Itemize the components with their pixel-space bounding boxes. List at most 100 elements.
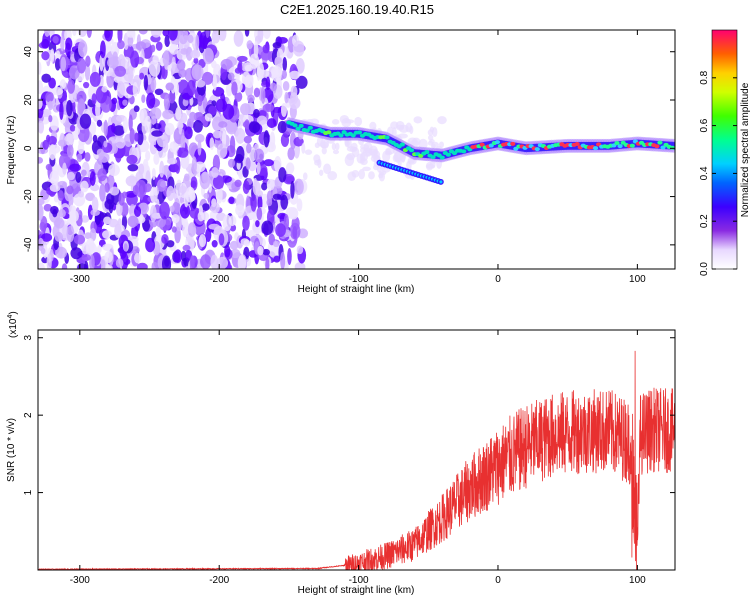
heatmap-ridge-peak [660,145,666,150]
heatmap-noise-blob [50,48,55,63]
heatmap-frame [37,29,676,270]
heatmap-noise-blob [229,240,239,250]
snr-x-tick-label: -300 [70,575,90,586]
heatmap-halo-blob [398,124,409,133]
heatmap-noise-blob [38,198,45,206]
heatmap-branch-peak [439,180,443,184]
heatmap-noise-blob [100,259,106,269]
heatmap-halo-blob [429,159,436,169]
heatmap-noise-blob [38,262,45,269]
heatmap-noise-blob [113,76,125,84]
heatmap-noise-blob [155,41,163,51]
colorbar-ticks: 0.0 0.2 0.4 0.6 0.8 [699,70,737,276]
heatmap-ridge-peak [510,141,516,146]
heatmap-noise-blob [164,34,171,48]
heatmap-noise-blob [250,194,257,212]
heatmap-noise-blob [101,86,108,93]
heatmap-noise-blob [210,254,219,269]
colorbar-label: Normalized spectral amplitude [740,82,750,217]
heatmap-noise-blob [165,82,175,91]
heatmap-noise-blob [180,112,188,124]
heatmap-noise-blob [40,216,48,231]
heatmap-noise-blob [246,40,253,50]
heatmap-noise-blob [103,119,108,137]
heatmap-noise-blob [139,109,145,122]
heatmap-noise-blob [156,133,169,148]
heatmap-x-label: Height of straight line (km) [298,284,415,295]
heatmap-noise-blob [284,91,289,104]
heatmap-noise-blob [201,71,214,85]
heatmap-halo-blob [413,116,423,124]
heatmap-noise-blob [222,103,235,120]
heatmap-noise-blob [263,159,274,167]
heatmap-noise-blob [103,140,108,148]
heatmap-noise-blob [191,156,197,174]
heatmap-noise-blob [66,144,74,158]
heatmap-ridge-peak [384,135,390,140]
heatmap-x-ticks: -300 -200 -100 0 100 [70,30,646,285]
heatmap-ridge-peak [439,155,445,160]
heatmap-noise-blob [201,203,210,211]
heatmap-halo-blob [390,121,399,130]
heatmap-halo-blob [368,171,375,180]
heatmap-noise-blob [126,154,138,165]
heatmap-noise-blob [190,176,198,191]
heatmap-noise-blob [268,233,276,246]
heatmap-noise-blob [141,94,146,104]
heatmap-ridge-peak [488,143,494,148]
heatmap-noise-blob [111,123,116,133]
heatmap-noise-blob [111,97,118,105]
heatmap-noise-blob [177,147,189,158]
heatmap-noise-blob [189,111,197,122]
heatmap-halo-blob [347,171,357,181]
heatmap-noise-blob [153,123,162,130]
heatmap-ridge-peak [614,141,620,146]
heatmap-noise-blob [42,139,50,150]
heatmap-noise-blob [235,204,245,216]
heatmap-noise-blob [263,30,271,40]
heatmap-ridge-peak [424,150,430,155]
snr-x-tick-label: -200 [209,575,229,586]
heatmap-noise-blob [277,120,287,134]
heatmap-noise-blob [47,100,53,111]
heatmap-noise-blob [171,214,180,224]
heatmap-noise-blob [76,57,86,74]
heatmap-halo-blob [323,163,332,175]
heatmap-noise-blob [158,120,166,134]
heatmap-noise-blob [189,255,195,269]
heatmap-noise-blob [66,225,75,243]
heatmap-ridge-peak [338,133,344,138]
heatmap-noise-blob [91,93,97,105]
heatmap-noise-blob [130,50,140,68]
heatmap-noise-blob [154,88,164,96]
heatmap-noise-blob [261,182,268,191]
heatmap-halo-blob [319,169,324,176]
heatmap-noise-blob [285,206,298,219]
heatmap-noise-blob [260,49,272,61]
snr-y-tick-label: 1 [23,489,34,495]
heatmap-noise-blob [164,122,175,136]
heatmap-noise-blob [144,115,152,133]
heatmap-noise-blob [85,192,96,202]
heatmap-noise-blob [235,127,246,144]
heatmap-noise-blob [296,198,303,212]
heatmap-y-tick-label: -20 [23,189,34,204]
heatmap-noise-blob [114,65,127,77]
heatmap-noise-blob [237,62,243,73]
heatmap-noise-blob [125,175,138,187]
heatmap-noise-blob [256,207,263,221]
heatmap-noise-blob [244,64,254,72]
heatmap-ridge-peak [574,142,580,147]
heatmap-noise-blob [269,82,277,92]
heatmap-noise-blob [38,80,44,95]
heatmap-noise-blob [85,238,95,254]
heatmap-noise-blob [171,56,176,72]
heatmap-ridge-peak [399,142,405,147]
heatmap-noise-blob [75,171,82,183]
heatmap-noise-blob [224,245,231,258]
heatmap-noise-blob [270,66,283,78]
heatmap-noise-blob [41,73,52,83]
heatmap-noise-blob [54,217,65,229]
heatmap-ridge-peak [295,126,301,131]
heatmap-noise-blob [269,131,276,150]
